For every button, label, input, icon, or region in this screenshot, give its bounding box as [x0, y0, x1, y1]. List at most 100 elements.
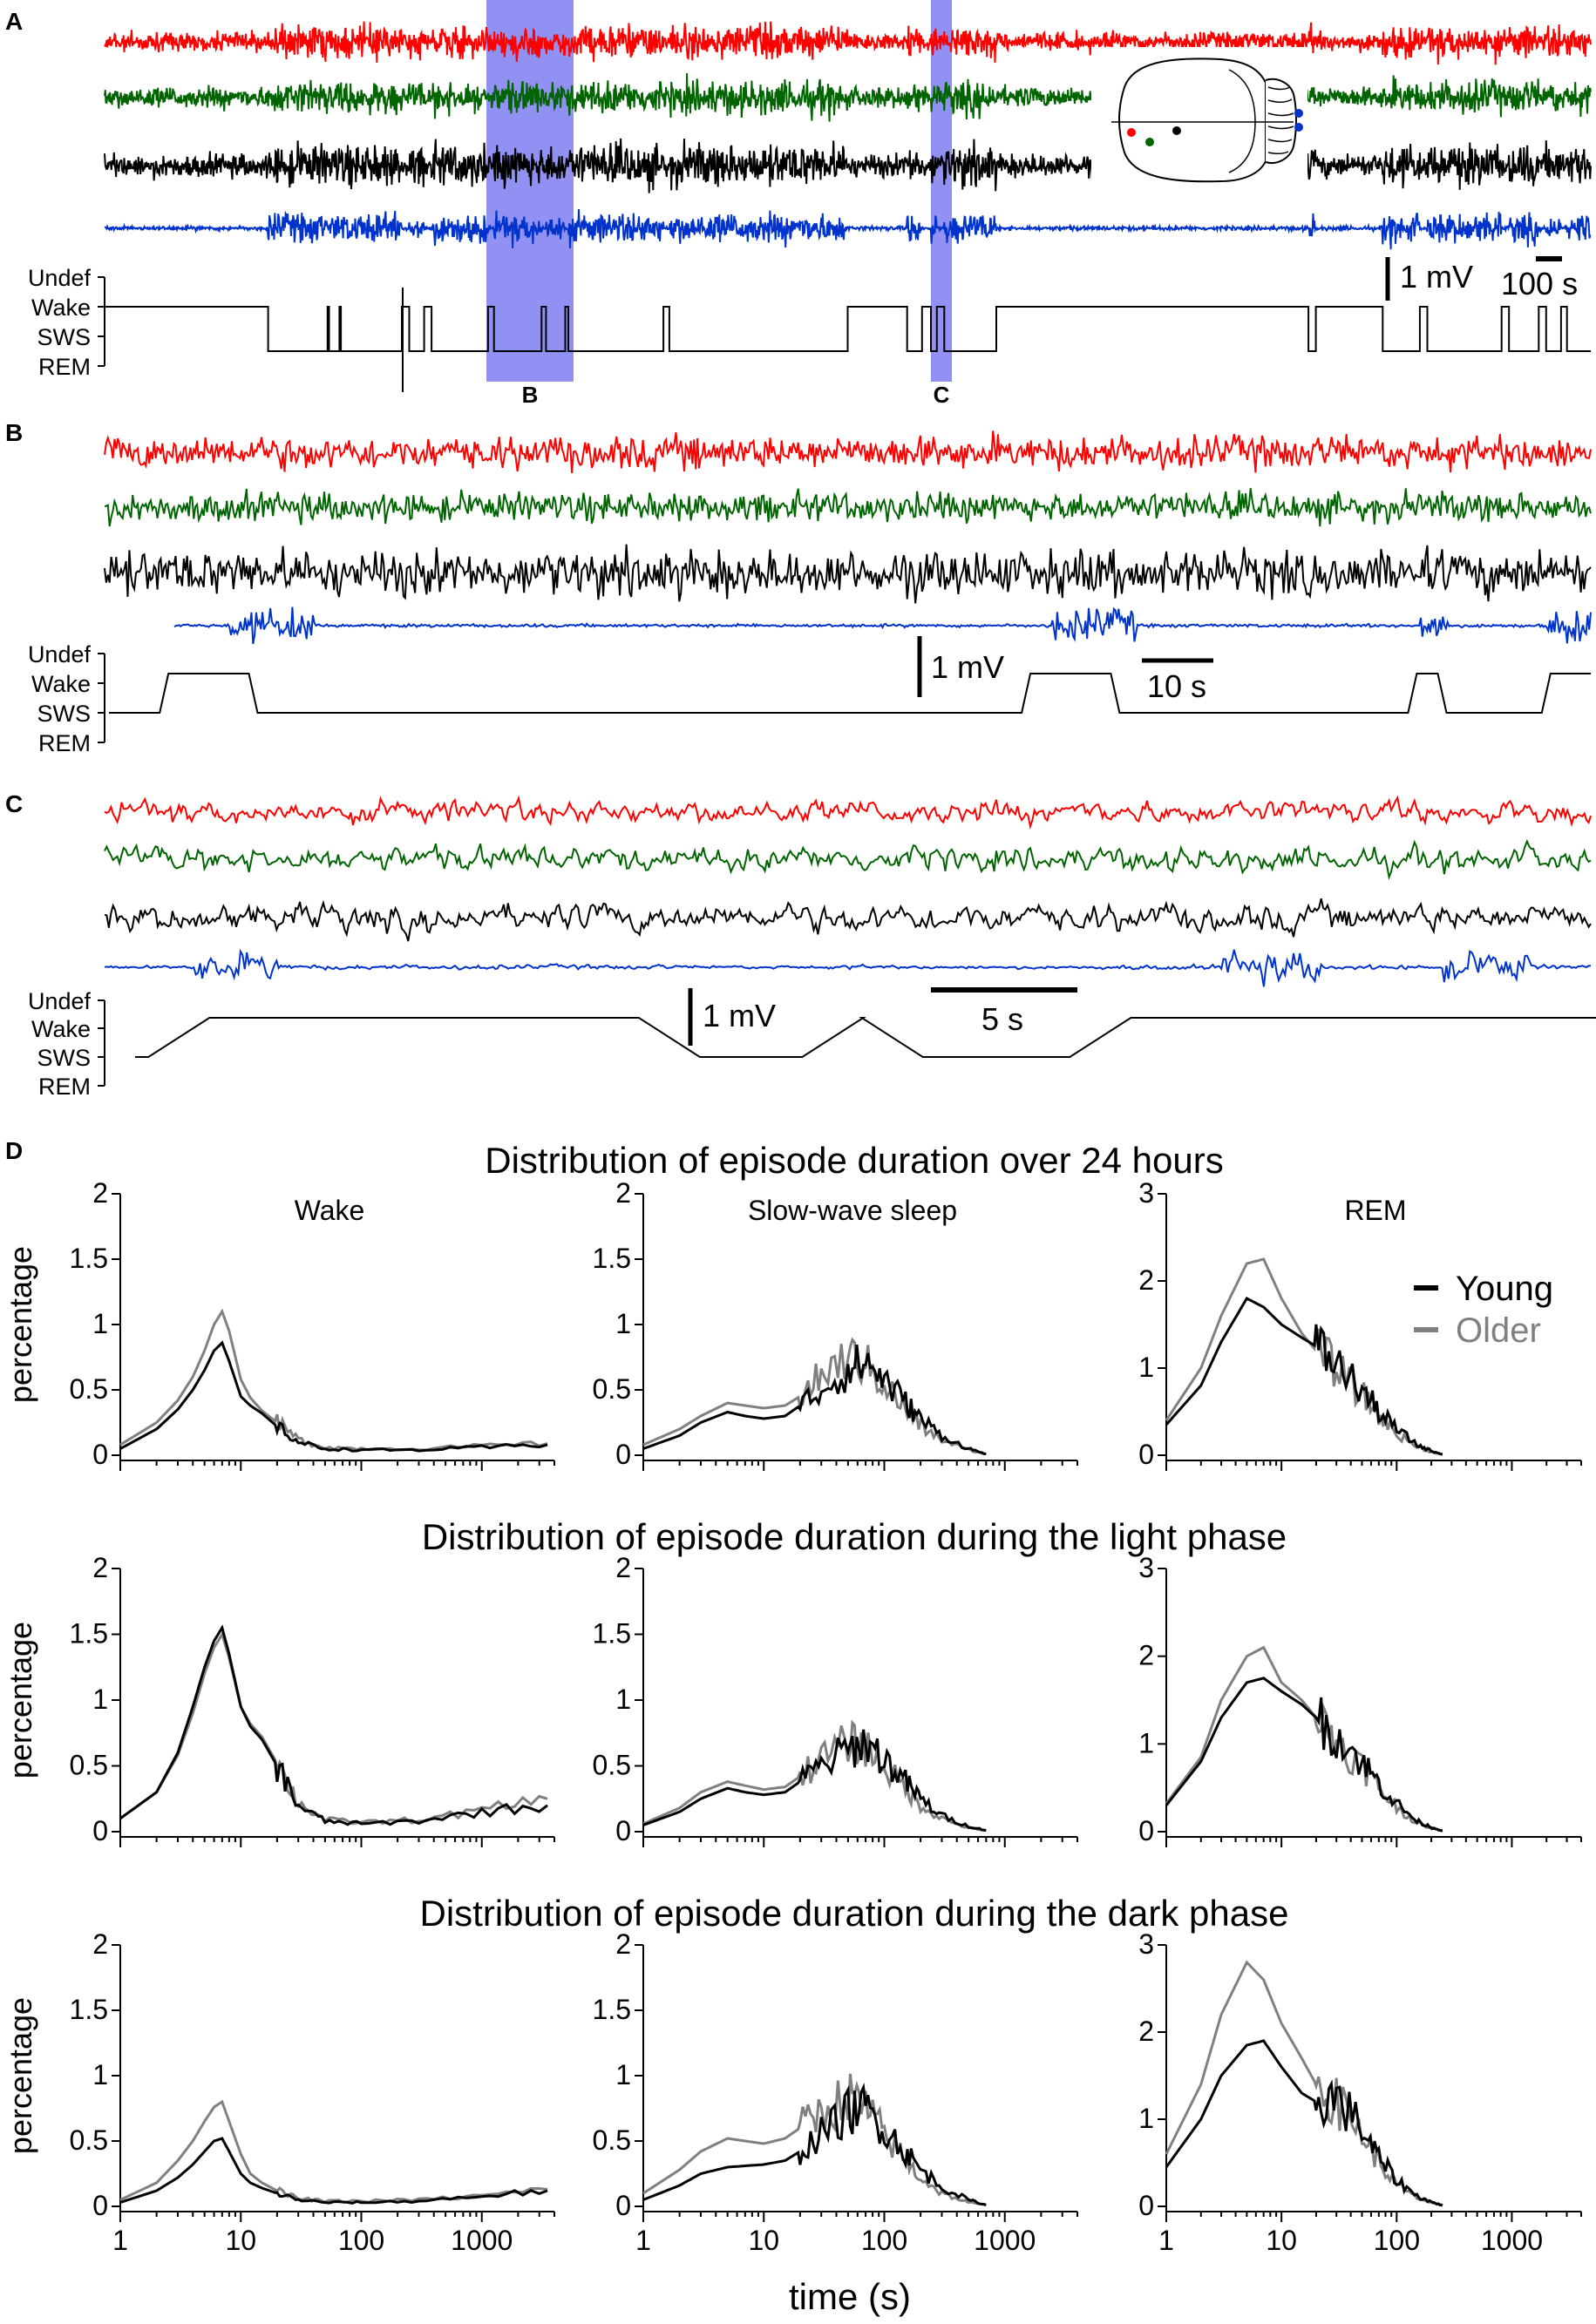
y-tick-label: 2	[92, 1928, 108, 1960]
x-tick-label: 100	[861, 2225, 907, 2256]
x-tick-label: 1000	[974, 2225, 1036, 2256]
x-tick-label: 10	[225, 2225, 256, 2256]
y-tick-label: 0.5	[593, 1373, 631, 1405]
scalebar-a: 1 mV 100 s	[1385, 256, 1578, 302]
x-tick-label: 1	[112, 2225, 128, 2256]
y-tick-label: 2	[92, 1177, 108, 1209]
y-tick-label: 0	[1138, 2190, 1154, 2221]
legend-label-older: Older	[1456, 1311, 1541, 1350]
stage-label-rem: REM	[38, 354, 91, 380]
x-tick-label: 1000	[1481, 2225, 1543, 2256]
y-tick-label: 1.5	[70, 1994, 108, 2025]
y-tick-label: 2	[615, 1177, 631, 1209]
y-tick-label: 1	[92, 1684, 108, 1715]
subplot-4: 0 0.5 1 1.5 2	[593, 1552, 1078, 1847]
highlight-region-b	[486, 0, 574, 382]
stage-label-wake: Wake	[31, 295, 91, 321]
highlight-label-b: B	[522, 382, 539, 408]
subplot-0: 0 0.5 1 1.5 2 percentage	[3, 1177, 555, 1471]
legend-label-young: Young	[1456, 1270, 1553, 1308]
y-tick-label: 1	[1138, 1352, 1154, 1383]
y-tick-label: 1	[1138, 1727, 1154, 1758]
y-tick-label: 1.5	[593, 1618, 631, 1650]
series-line-young	[1165, 1296, 1443, 1456]
episode-duration-charts: 00.511.52percentage00.511.52012300.511.5…	[3, 1177, 1582, 2256]
highlight-label-c: C	[934, 382, 950, 408]
y-tick-label: 0	[1138, 1815, 1154, 1846]
y-axis-label: percentage	[3, 1997, 38, 2154]
series-line-young	[119, 1340, 548, 1453]
stage-axis-c: Undef Wake SWS REM	[28, 988, 105, 1100]
y-tick-label: 2	[1138, 2016, 1154, 2047]
y-tick-label: 0.5	[70, 2124, 108, 2156]
series-line-older	[1165, 1257, 1443, 1456]
scalebar-a-amplitude: 1 mV	[1400, 259, 1473, 295]
y-tick-label: 1.5	[593, 1243, 631, 1274]
series-line-older	[642, 2073, 987, 2206]
subplot-title-wake: Wake	[295, 1195, 365, 1226]
panel-label-c: C	[5, 790, 23, 817]
stage-axis-b: Undef Wake SWS REM	[28, 641, 105, 756]
eeg-traces-a	[104, 21, 1592, 250]
y-tick-label: 0	[1138, 1439, 1154, 1470]
hypnogram-b	[109, 673, 1591, 714]
legend: Young Older	[1414, 1270, 1553, 1350]
eeg-trace-blue-a	[104, 208, 1592, 250]
stage-label-rem-b: REM	[38, 730, 91, 756]
series-line-older	[642, 1337, 987, 1455]
eeg-trace-black-c	[104, 898, 1592, 942]
stage-label-wake-b: Wake	[31, 671, 91, 697]
x-tick-label: 100	[338, 2225, 384, 2256]
y-tick-label: 0	[92, 1815, 108, 1846]
stage-label-sws: SWS	[37, 324, 91, 350]
stage-label-undef-b: Undef	[28, 641, 92, 667]
subplot-7: 0 0.5 1 1.5 2 1 10 100 1000	[593, 1928, 1078, 2256]
y-tick-label: 0.5	[70, 1750, 108, 1781]
y-tick-label: 3	[1138, 1552, 1154, 1583]
x-tick-label: 1	[635, 2225, 651, 2256]
series-line-older	[119, 1308, 548, 1452]
series-line-young	[642, 1345, 987, 1455]
y-tick-label: 0	[92, 1439, 108, 1470]
y-tick-label: 1.5	[70, 1618, 108, 1650]
stage-label-sws-c: SWS	[37, 1045, 91, 1071]
subplot-6: 0 0.5 1 1.5 2 percentage 1 10 100 1000	[3, 1928, 555, 2256]
y-tick-label: 3	[1138, 1177, 1154, 1209]
scalebar-a-time: 100 s	[1501, 266, 1578, 302]
series-line-older	[1165, 1960, 1443, 2207]
y-tick-label: 2	[1138, 1264, 1154, 1296]
y-tick-label: 2	[615, 1928, 631, 1960]
eeg-trace-green-b	[104, 488, 1592, 527]
eeg-trace-green-a	[104, 72, 1592, 122]
y-tick-label: 1	[92, 1308, 108, 1339]
scalebar-b-time: 10 s	[1147, 668, 1206, 704]
y-tick-label: 0	[615, 1439, 631, 1470]
series-line-older	[642, 1719, 987, 1832]
stage-label-wake-c: Wake	[31, 1016, 91, 1042]
subplot-title-rem: REM	[1344, 1195, 1406, 1226]
stage-label-sws-b: SWS	[37, 701, 91, 727]
y-tick-label: 1	[92, 2059, 108, 2090]
subplot-5: 0 1 2 3	[1138, 1552, 1582, 1847]
brain-schematic-icon	[1091, 47, 1307, 188]
subplot-3: 0 0.5 1 1.5 2 percentage	[3, 1552, 555, 1847]
y-tick-label: 0	[615, 1815, 631, 1846]
stage-label-undef: Undef	[28, 265, 92, 291]
stage-label-rem-c: REM	[38, 1074, 91, 1100]
y-axis-label: percentage	[3, 1622, 38, 1779]
chart-title-24h: Distribution of episode duration over 24…	[485, 1140, 1224, 1181]
y-tick-label: 2	[1138, 1640, 1154, 1671]
y-tick-label: 1	[615, 1308, 631, 1339]
hypnogram-c	[135, 1017, 1596, 1058]
stage-axis-a: Undef Wake SWS REM	[28, 265, 105, 380]
y-tick-label: 0.5	[70, 1373, 108, 1405]
chart-title-light: Distribution of episode duration during …	[422, 1516, 1287, 1557]
eeg-trace-black-b	[104, 544, 1592, 604]
x-tick-label: 10	[748, 2225, 779, 2256]
scalebar-c-amplitude: 1 mV	[703, 998, 776, 1033]
y-tick-label: 2	[92, 1552, 108, 1583]
series-line-young	[1165, 2039, 1443, 2207]
scalebar-c-time: 5 s	[981, 1001, 1023, 1037]
y-tick-label: 0	[615, 2190, 631, 2221]
